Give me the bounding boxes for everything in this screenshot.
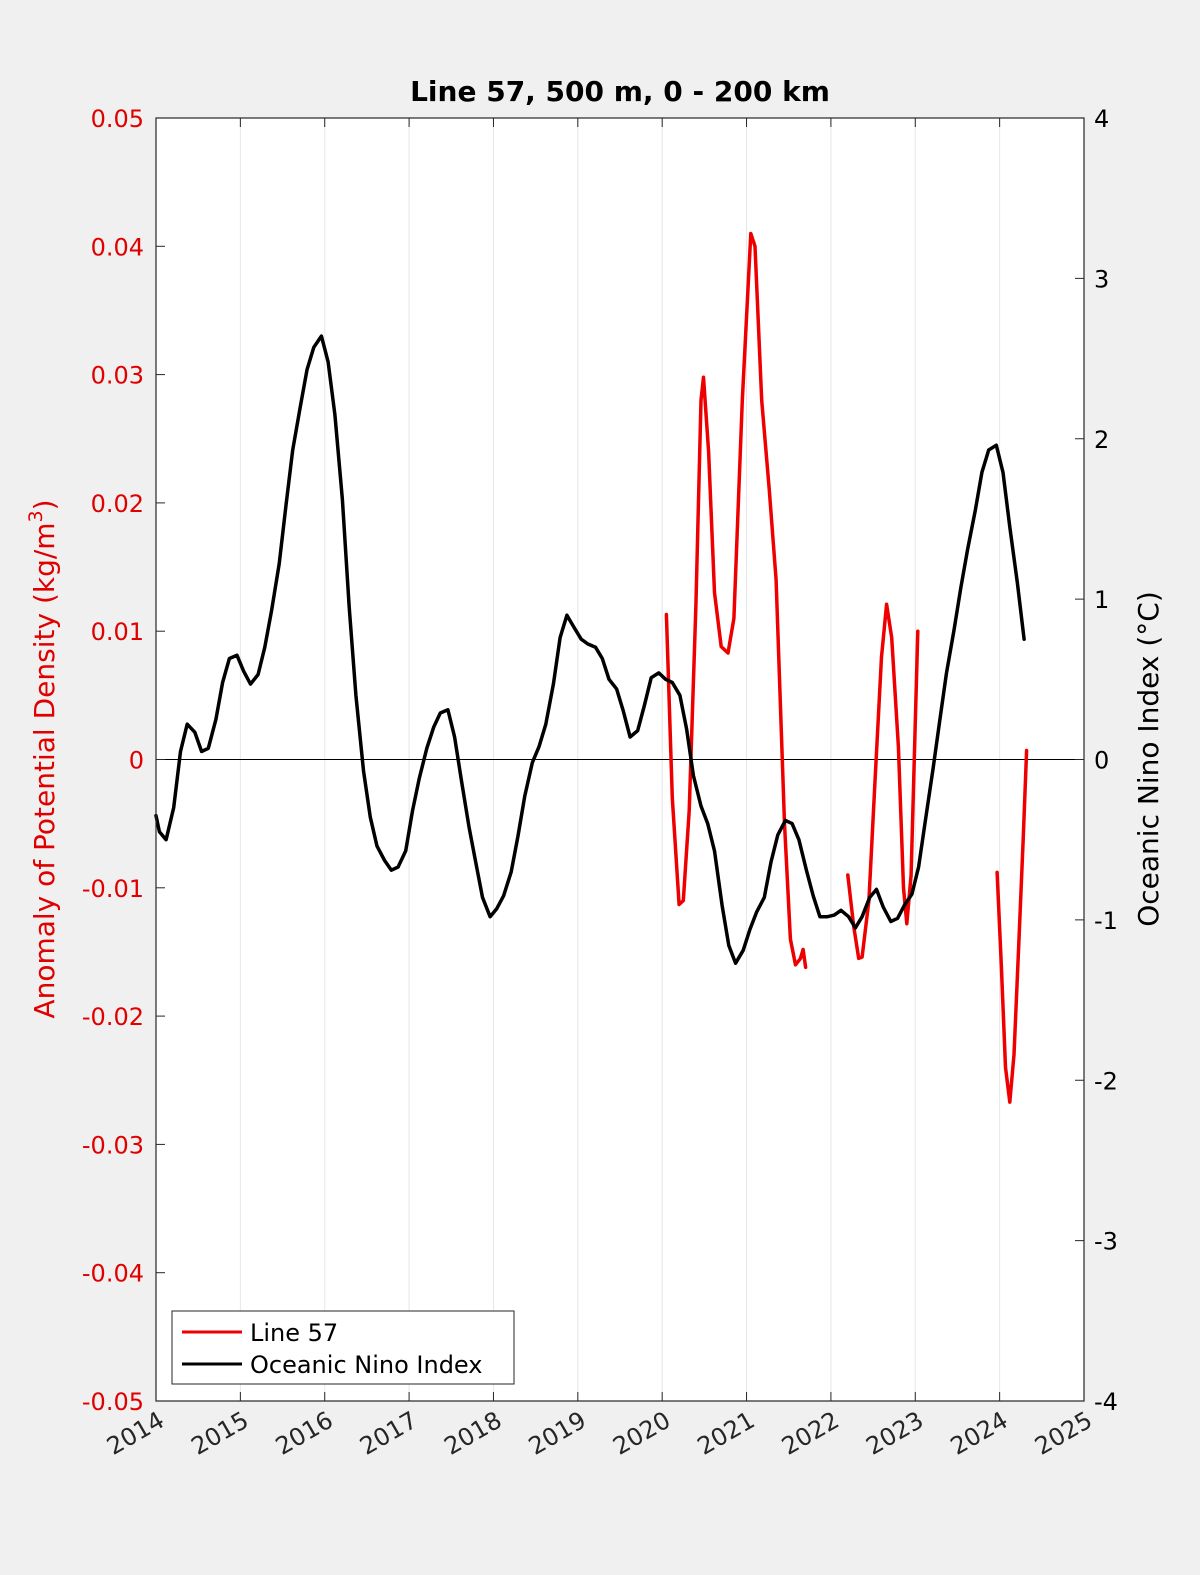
legend: Line 57 Oceanic Nino Index (171, 1310, 515, 1385)
y-right-tick-label: -1 (1094, 907, 1118, 935)
y-right-tick-label: 3 (1094, 265, 1109, 293)
y-left-tick-label: -0.03 (82, 1131, 144, 1159)
y-left-tick-label: 0.03 (91, 362, 144, 390)
series-line-57 (846, 602, 920, 961)
y-left-tick-label: 0.04 (91, 233, 144, 261)
legend-label-line-57: Line 57 (250, 1319, 338, 1347)
y-axis-left: 0.05 0.04 0.03 0.02 0.01 0 -0.01 -0.02 -0.03 -0.0… (82, 105, 165, 1416)
y-left-tick-label: -0.02 (82, 1003, 144, 1031)
series-line-57 (664, 231, 808, 970)
y-axis-right-label: Oceanic Nino Index (°C) (1132, 591, 1165, 927)
y-right-tick-label: 4 (1094, 105, 1109, 133)
y-left-tick-label: 0.01 (91, 618, 144, 646)
y-left-tick-label: -0.05 (82, 1388, 144, 1416)
y-left-tick-label: -0.04 (82, 1260, 144, 1288)
y-right-tick-label: -4 (1094, 1388, 1118, 1416)
y-right-tick-label: 2 (1094, 426, 1109, 454)
y-left-tick-label: 0 (129, 747, 144, 775)
y-axis-right: 4 3 2 1 0 -1 -2 -3 -4 (1075, 105, 1118, 1416)
y-left-tick-label: 0.02 (91, 490, 144, 518)
chart-title: Line 57, 500 m, 0 - 200 km (410, 75, 830, 108)
y-left-tick-label: 0.05 (91, 105, 144, 133)
y-right-tick-label: 1 (1094, 586, 1109, 614)
series-line-57 (995, 748, 1029, 1104)
y-right-tick-label: -3 (1094, 1228, 1118, 1256)
series-oceanic-nino-index (154, 334, 1026, 965)
legend-label-oni: Oceanic Nino Index (250, 1351, 482, 1379)
y-right-tick-label: 0 (1094, 747, 1109, 775)
y-left-tick-label: -0.01 (82, 875, 144, 903)
y-axis-left-label: Anomaly of Potential Density (kg/m3) (25, 499, 61, 1018)
legend-box (171, 1310, 515, 1385)
series-lines (154, 231, 1029, 1104)
y-right-tick-label: -2 (1094, 1067, 1118, 1095)
